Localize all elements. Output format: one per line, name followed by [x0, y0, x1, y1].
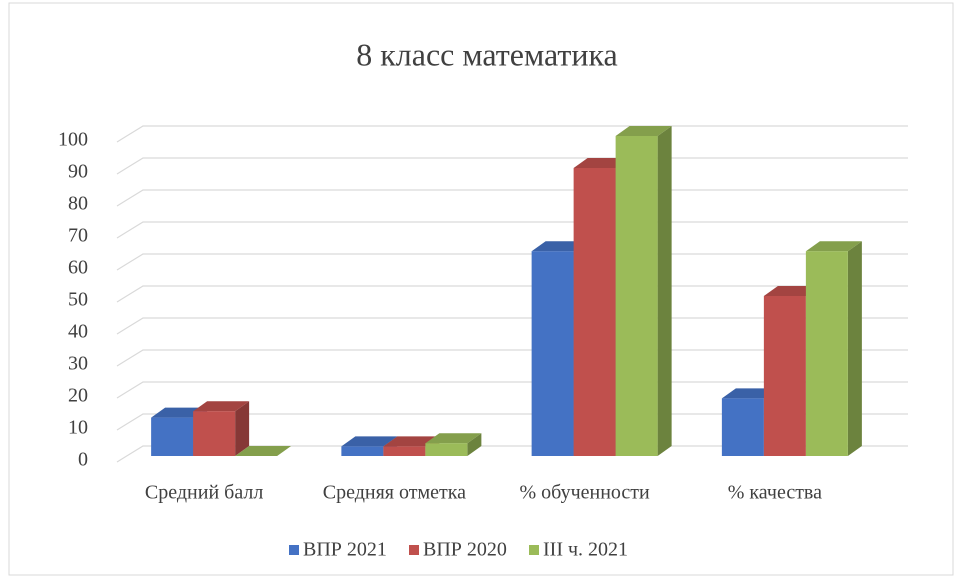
- legend-label: ВПР 2021: [303, 539, 387, 561]
- legend-swatch: [409, 545, 419, 555]
- y-tick-label: 20: [68, 385, 88, 407]
- y-tick-label: 80: [68, 193, 88, 215]
- y-tick-label: 100: [58, 129, 88, 151]
- bar-side: [235, 401, 250, 456]
- bar-top: [193, 401, 250, 412]
- bar-top: [615, 126, 672, 136]
- y-tick-label: 30: [68, 353, 88, 375]
- y-tick-label: 10: [68, 417, 88, 439]
- bar: [341, 446, 384, 456]
- bar-side: [657, 126, 672, 456]
- bar: [763, 296, 806, 456]
- bar: [721, 398, 764, 456]
- legend-label: ВПР 2020: [423, 539, 507, 561]
- x-tick-label: % обученности: [520, 482, 651, 504]
- bar-top: [425, 433, 482, 444]
- x-tick-label: Средний балл: [145, 482, 263, 504]
- bar-side: [847, 241, 862, 456]
- y-tick-label: 40: [68, 321, 88, 343]
- bar: [151, 417, 194, 456]
- x-tick-label: % качества: [728, 482, 822, 504]
- y-tick-label: 90: [68, 161, 88, 183]
- y-tick-label: 0: [78, 449, 88, 471]
- bar-side: [467, 433, 482, 456]
- y-tick-label: 70: [68, 225, 88, 247]
- legend-label: III ч. 2021: [543, 539, 628, 561]
- x-tick-label: Средняя отметка: [323, 482, 466, 504]
- bar: [615, 136, 658, 456]
- bar: [805, 251, 848, 456]
- bar-top: [341, 436, 398, 447]
- bar: [383, 446, 426, 456]
- bar-top: [235, 446, 292, 456]
- chart-title: 8 класс математика: [356, 36, 618, 72]
- bar: [425, 443, 468, 456]
- bar-top: [805, 241, 862, 252]
- legend-swatch: [289, 545, 299, 555]
- bar: [193, 411, 236, 456]
- y-tick-label: 50: [68, 289, 88, 311]
- legend-swatch: [529, 545, 539, 555]
- bar: [573, 168, 616, 456]
- bar: [531, 251, 574, 456]
- y-tick-label: 60: [68, 257, 88, 279]
